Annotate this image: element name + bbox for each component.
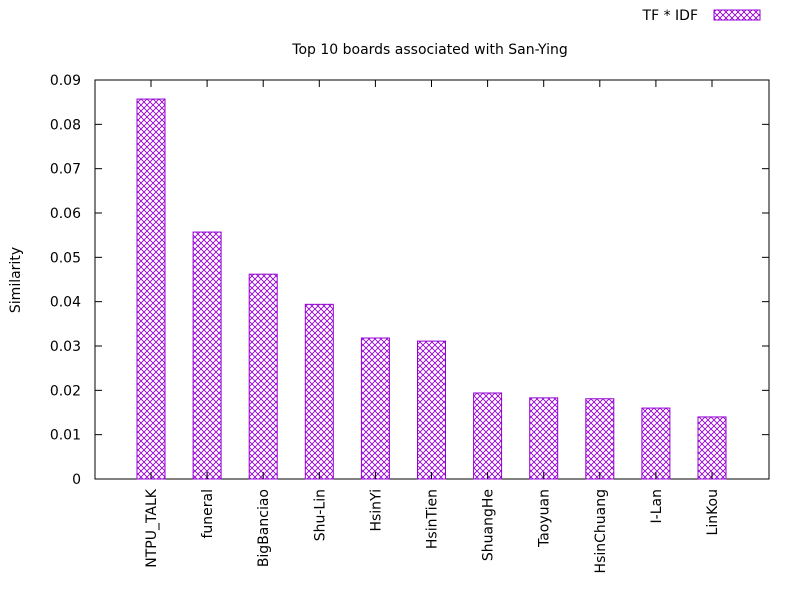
x-tick-label: HsinTien [425,489,441,549]
bars [136,98,727,480]
x-tick-label: ShuangHe [481,489,497,561]
y-tick-label: 0.05 [50,250,81,266]
y-tick-label: 0.01 [50,428,81,444]
bar [304,303,334,480]
y-tick-label: 0.09 [50,73,81,89]
x-tick-label: NTPU_TALK [144,488,160,568]
y-tick-label: 0.04 [50,295,81,311]
x-tick-label: Shu-Lin [312,489,328,541]
x-tick-label: funeral [200,489,216,539]
x-tick-label: HsinYi [368,489,384,532]
x-tick-label: LinKou [705,489,721,535]
y-tick-label: 0.02 [50,383,81,399]
x-tick-label: HsinChuang [593,489,609,573]
x-axis-labels: NTPU_TALK funeral BigBanciao Shu-Lin HsinYi H… [144,80,721,573]
legend: TF * IDF [642,8,761,24]
bar [248,273,278,480]
y-tick-label: 0.08 [50,117,81,133]
bar [473,392,503,480]
bar [529,397,559,480]
y-axis-ticks: 0 0.01 0.02 0.03 0.04 0.05 0.06 0.07 0.08 0.09 [50,73,769,488]
legend-label: TF * IDF [642,8,698,24]
x-tick-label: BigBanciao [256,489,272,567]
legend-swatch [713,9,761,21]
y-tick-label: 0.03 [50,339,81,355]
bar [360,337,390,480]
bar [641,407,671,480]
x-tick-label: I-Lan [649,489,665,523]
y-tick-label: 0 [72,472,81,488]
bar [192,231,222,480]
bar [417,340,446,480]
bar [697,416,727,480]
chart-title: Top 10 boards associated with San-Ying [291,42,567,58]
bar [585,398,615,480]
x-tick-label: Taoyuan [537,489,553,548]
y-axis-label: Similarity [8,247,24,313]
bar [136,98,166,480]
y-tick-label: 0.06 [50,206,81,222]
y-tick-label: 0.07 [50,162,81,178]
